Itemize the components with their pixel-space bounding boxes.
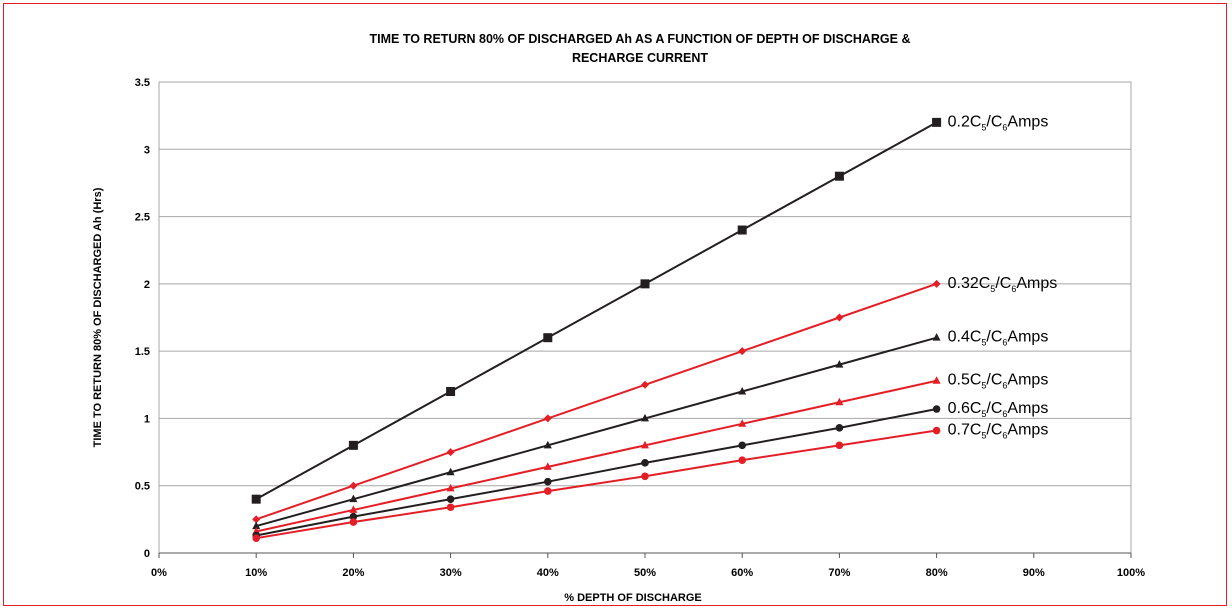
data-point (252, 515, 261, 524)
data-point (932, 333, 941, 341)
series-label: 0.6C5/C6Amps (948, 400, 1049, 419)
series-line (255, 336, 937, 528)
series-line (255, 121, 938, 501)
data-point (932, 426, 941, 435)
series-label: 0.32C5/C6Amps (948, 275, 1058, 294)
series-line (256, 429, 937, 540)
x-tick-label: 70% (828, 567, 850, 579)
series-label: 0.2C5/C6Amps (948, 113, 1049, 132)
data-point (738, 387, 747, 395)
series-label: 0.7C5/C6Amps (948, 422, 1049, 441)
data-point (738, 456, 746, 464)
data-point (543, 333, 553, 343)
x-tick-label: 0% (151, 567, 167, 579)
x-tick-label: 60% (731, 567, 753, 579)
data-point (349, 518, 358, 526)
data-point (252, 521, 261, 530)
x-tick-label: 80% (926, 567, 948, 579)
data-point (835, 397, 844, 406)
x-tick-label: 30% (440, 567, 462, 579)
data-point (544, 477, 552, 486)
y-tick-label: 0 (144, 548, 150, 560)
data-point (834, 171, 844, 181)
x-tick-label: 50% (634, 567, 656, 579)
data-point (641, 440, 649, 449)
data-point (738, 347, 747, 356)
plot-area (158, 81, 1132, 554)
data-point (543, 414, 552, 423)
data-point (252, 534, 260, 542)
series-label: 0.4C5/C6Amps (948, 329, 1049, 348)
data-point (738, 441, 746, 450)
data-point (641, 380, 649, 389)
data-point (349, 481, 358, 490)
data-point (932, 279, 941, 288)
x-tick-label: 100% (1117, 567, 1145, 579)
data-point (932, 405, 941, 413)
chart-title: TIME TO RETURN 80% OF DISCHARGED Ah AS A… (369, 32, 911, 65)
data-point (348, 440, 358, 450)
data-point (738, 419, 747, 427)
data-point (543, 462, 552, 470)
data-point (349, 512, 358, 521)
x-tick-label: 20% (342, 567, 364, 579)
data-point (835, 424, 844, 432)
data-point (835, 441, 844, 450)
data-point (641, 413, 649, 422)
data-point (349, 494, 358, 503)
data-point (641, 459, 649, 467)
data-point (835, 313, 844, 322)
series-line (256, 408, 937, 537)
series-label: 0.5C5/C6Amps (948, 372, 1049, 391)
data-point (640, 279, 650, 289)
data-point (251, 494, 261, 504)
data-point (932, 376, 941, 384)
data-point (446, 448, 455, 457)
data-point (446, 467, 455, 476)
data-point (446, 503, 455, 512)
y-tick-label: 3 (144, 144, 150, 156)
data-point (737, 225, 747, 235)
y-tick-label: 1 (144, 413, 150, 425)
y-axis-title: TIME TO RETURN 80% OF DISCHARGED Ah (Hrs… (92, 187, 104, 447)
data-point (544, 487, 552, 495)
data-point (641, 472, 649, 481)
data-point (446, 387, 456, 397)
x-tick-label: 40% (537, 567, 559, 579)
data-point (835, 360, 844, 368)
y-tick-label: 2.5 (135, 212, 150, 224)
x-tick-label: 10% (245, 567, 267, 579)
y-tick-label: 1.5 (135, 346, 150, 358)
series-line (255, 282, 937, 521)
y-tick-label: 0.5 (135, 481, 150, 493)
y-tick-label: 2 (144, 279, 150, 291)
x-tick-label: 90% (1023, 567, 1045, 579)
y-tick-label: 3.5 (135, 77, 150, 89)
series-line (255, 379, 937, 533)
x-axis-title: % DEPTH OF DISCHARGE (564, 592, 702, 604)
data-point (349, 505, 358, 513)
data-point (932, 117, 942, 127)
data-point (446, 483, 455, 492)
data-point (543, 440, 552, 449)
data-point (446, 495, 455, 503)
chart-frame (3, 3, 1227, 606)
